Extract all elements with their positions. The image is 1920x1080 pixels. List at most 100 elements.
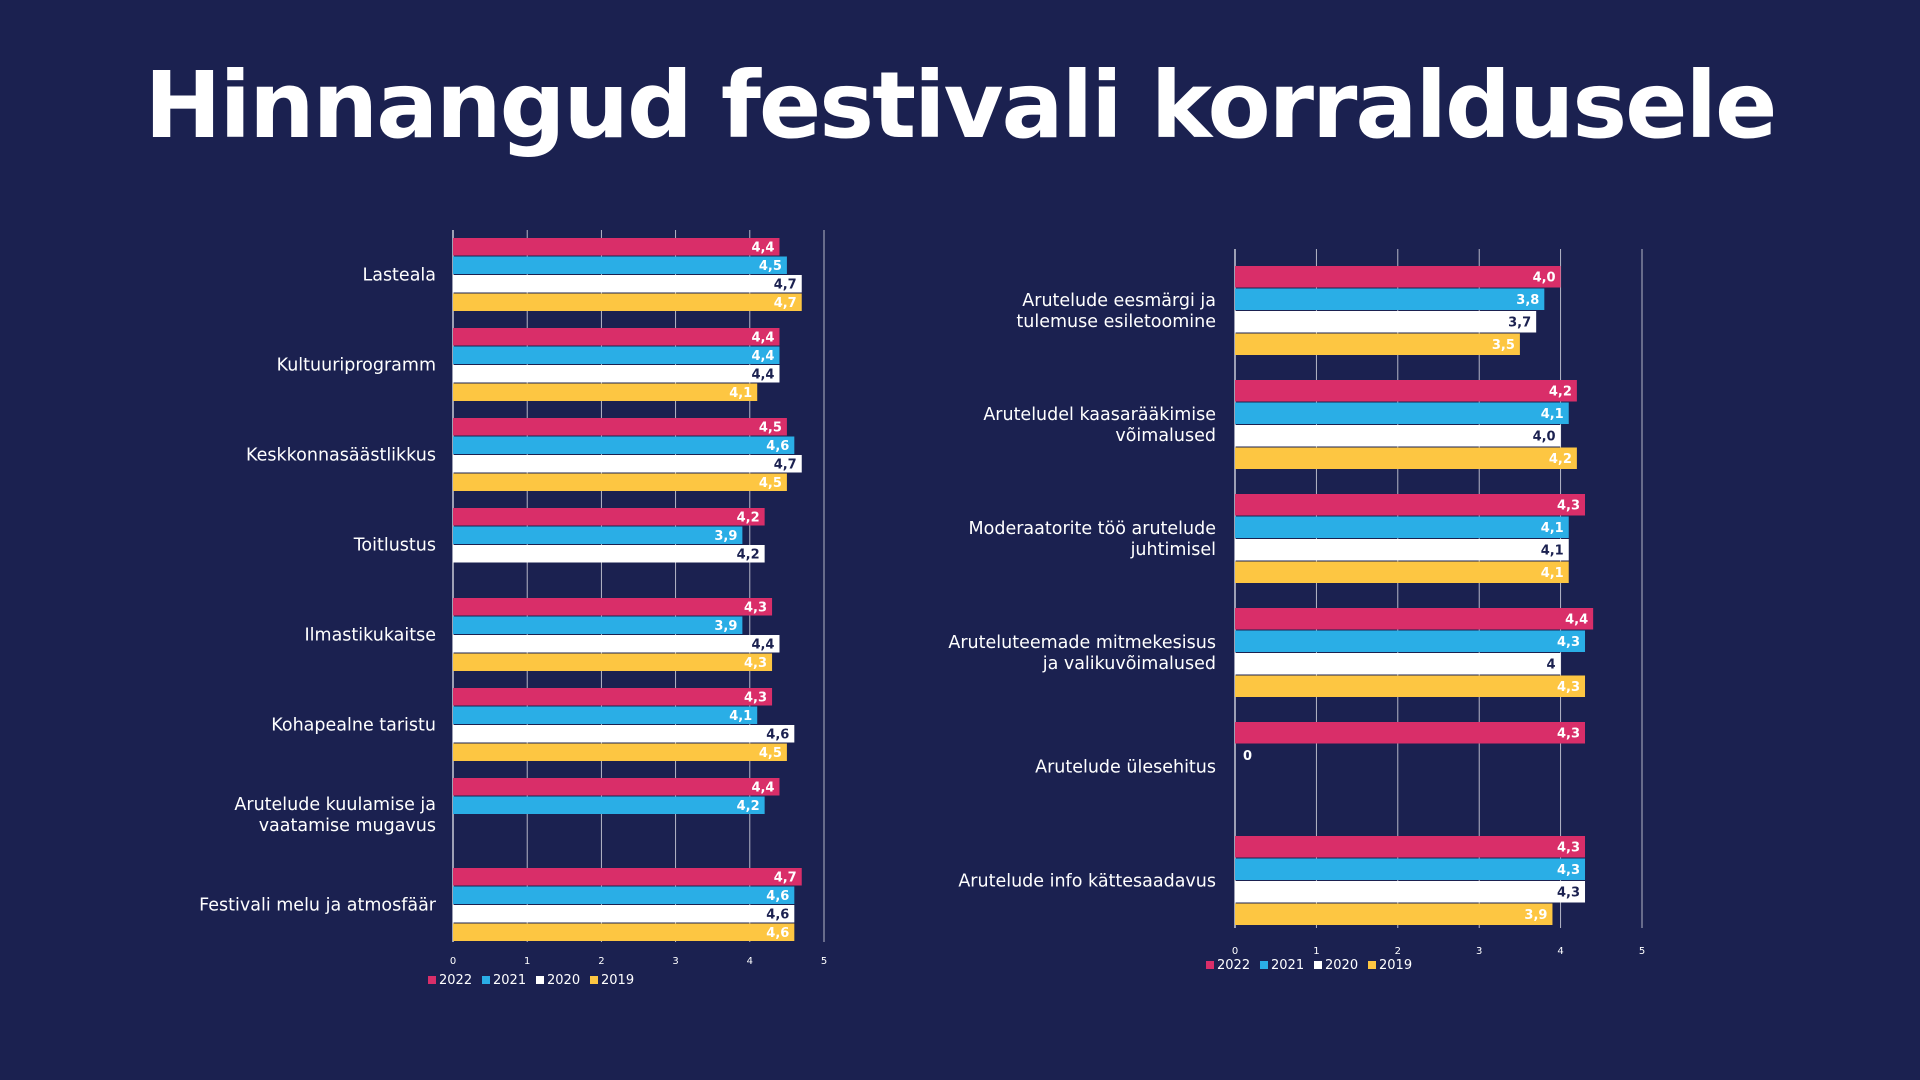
category-label: Aruteluteemade mitmekesisus ja valikuvõim… — [948, 633, 1216, 674]
bar-2020 — [453, 365, 780, 383]
data-label: 4,2 — [1549, 452, 1572, 467]
data-label: 3,9 — [1524, 908, 1547, 923]
data-label: 4,5 — [759, 476, 782, 491]
data-label: 4,7 — [774, 870, 797, 885]
data-label: 4,0 — [1533, 429, 1556, 444]
bar-2019 — [1235, 903, 1553, 925]
legend-label-2022: 2022 — [1217, 958, 1250, 973]
data-label: 4,3 — [1557, 863, 1580, 878]
x-tick-label: 2 — [1395, 946, 1401, 957]
bar-2021 — [1235, 402, 1569, 424]
legend-label-2021: 2021 — [493, 973, 526, 988]
data-label: 4,3 — [1557, 885, 1580, 900]
bar-2022 — [1235, 836, 1586, 858]
category-label: Kohapealne taristu — [271, 716, 436, 736]
data-label: 4,7 — [774, 457, 797, 472]
x-tick-label: 4 — [1557, 946, 1563, 957]
data-label: 3,7 — [1508, 315, 1531, 330]
data-label: 4,6 — [766, 889, 789, 904]
legend-label-2020: 2020 — [547, 973, 580, 988]
bar-2021 — [453, 706, 758, 724]
bar-2022 — [1235, 494, 1586, 516]
bar-2022 — [453, 238, 780, 256]
category-label: Festivali melu ja atmosfäär — [199, 896, 437, 916]
legend-label-2022: 2022 — [439, 973, 472, 988]
legend-label-2019: 2019 — [1379, 958, 1412, 973]
data-label: 4,2 — [737, 547, 760, 562]
bar-2019 — [453, 743, 787, 761]
bar-2020 — [1235, 311, 1537, 333]
data-label: 4,4 — [751, 780, 774, 795]
data-label: 4,3 — [1557, 726, 1580, 741]
bar-2022 — [453, 868, 802, 886]
data-label: 4,4 — [751, 330, 774, 345]
bar-2019 — [453, 293, 802, 311]
legend-swatch-2020 — [536, 976, 544, 984]
data-label: 3,9 — [714, 619, 737, 634]
category-label: Arutelude info kättesaadavus — [958, 872, 1216, 892]
bar-2020 — [1235, 881, 1586, 903]
bar-2020 — [1235, 425, 1561, 447]
legend-swatch-2022 — [428, 976, 436, 984]
data-label: 0 — [1243, 749, 1252, 764]
bar-2021 — [453, 436, 795, 454]
data-label: 4,6 — [766, 907, 789, 922]
bar-2020 — [1235, 653, 1561, 675]
bar-2019 — [453, 383, 758, 401]
data-label: 3,8 — [1516, 293, 1539, 308]
bar-2022 — [1235, 608, 1594, 630]
bar-2021 — [453, 886, 795, 904]
data-label: 4,2 — [737, 799, 760, 814]
bar-2020 — [453, 545, 765, 563]
bar-2021 — [453, 796, 765, 814]
bar-2021 — [453, 346, 780, 364]
data-label: 4,1 — [1541, 543, 1564, 558]
legend-swatch-2021 — [1260, 961, 1268, 969]
x-tick-label: 3 — [672, 956, 678, 967]
bar-2019 — [1235, 447, 1577, 469]
bar-2021 — [1235, 630, 1586, 652]
category-label: Arutelude ülesehitus — [1035, 758, 1216, 778]
legend-swatch-2020 — [1314, 961, 1322, 969]
data-label: 4 — [1547, 657, 1556, 672]
legend-swatch-2019 — [1368, 961, 1376, 969]
category-label: Kultuuriprogramm — [277, 356, 436, 376]
data-label: 4,5 — [759, 259, 782, 274]
data-label: 4,2 — [737, 510, 760, 525]
data-label: 4,3 — [1557, 498, 1580, 513]
data-label: 4,1 — [1541, 407, 1564, 422]
data-label: 4,4 — [751, 240, 774, 255]
data-label: 4,4 — [1565, 612, 1588, 627]
data-label: 4,4 — [751, 349, 774, 364]
bar-2021 — [1235, 858, 1586, 880]
x-tick-label: 0 — [1232, 946, 1238, 957]
x-tick-label: 1 — [524, 956, 530, 967]
bar-2022 — [453, 418, 787, 436]
right-chart: 0 1 2 3 4 5 Arutelude eesmärgi ja tulemuse esil… — [948, 249, 1645, 973]
legend-label-2020: 2020 — [1325, 958, 1358, 973]
legend-swatch-2021 — [482, 976, 490, 984]
x-tick-label: 3 — [1476, 946, 1482, 957]
page-title: Hinnangud festivali korraldusele — [144, 52, 1778, 159]
bar-2019 — [453, 923, 795, 941]
legend-swatch-2019 — [590, 976, 598, 984]
x-tick-label: 1 — [1313, 946, 1319, 957]
data-label: 4,0 — [1533, 270, 1556, 285]
bar-2022 — [1235, 722, 1586, 744]
x-tick-label: 5 — [1639, 946, 1645, 957]
data-label: 4,1 — [729, 709, 752, 724]
bar-2019 — [1235, 675, 1586, 697]
data-label: 3,9 — [714, 529, 737, 544]
data-label: 4,3 — [1557, 680, 1580, 695]
bar-2022 — [453, 778, 780, 796]
category-label: Arutelude eesmärgi ja tulemuse esiletoomi… — [1016, 291, 1216, 332]
bar-2021 — [453, 256, 787, 274]
bar-2019 — [1235, 333, 1520, 355]
bar-2022 — [1235, 380, 1577, 402]
category-label: Keskkonnasäästlikkus — [246, 446, 436, 466]
data-label: 4,5 — [759, 746, 782, 761]
category-label: Moderaatorite töö arutelude juhtimisel — [969, 519, 1216, 560]
bar-2022 — [453, 328, 780, 346]
category-label: Arutelude kuulamise ja vaatamise mugavus — [234, 795, 436, 836]
